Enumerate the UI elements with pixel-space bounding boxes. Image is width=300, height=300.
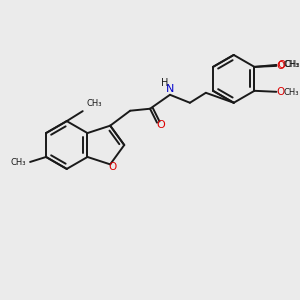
Text: CH₃: CH₃: [283, 60, 299, 69]
Text: O: O: [278, 60, 286, 70]
Text: O: O: [157, 120, 165, 130]
Text: CH₃: CH₃: [11, 158, 26, 167]
Text: CH₃: CH₃: [284, 60, 300, 69]
Text: O: O: [276, 61, 285, 71]
Text: O: O: [276, 87, 285, 97]
Text: CH₃: CH₃: [283, 88, 299, 97]
Text: CH₃: CH₃: [87, 99, 102, 108]
Text: N: N: [166, 84, 174, 94]
Text: O: O: [108, 162, 116, 172]
Text: H: H: [161, 78, 169, 88]
